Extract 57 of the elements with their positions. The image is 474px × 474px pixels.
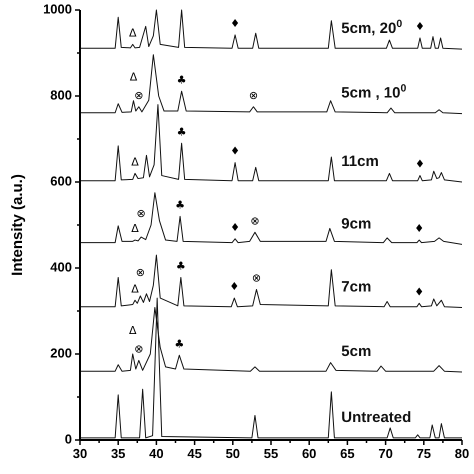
x-tick-label: 35	[110, 446, 126, 461]
y-tick-label: 800	[50, 87, 72, 102]
series-label: 5cm	[341, 343, 372, 360]
annotation: ♣	[174, 337, 184, 350]
annotation: ♣	[176, 73, 187, 86]
annotation: ⊗	[134, 342, 144, 356]
x-tick-label: 60	[302, 446, 316, 461]
annotation: Δ	[131, 222, 140, 236]
annotation: ♦	[415, 158, 425, 171]
annotation: Δ	[131, 155, 140, 168]
line-series	[80, 298, 462, 438]
annotation: ♦	[415, 20, 425, 33]
x-tick-label: 50	[226, 446, 240, 461]
annotation: ♦	[414, 285, 424, 298]
annotation: ♦	[230, 144, 240, 158]
annotation: ♦	[230, 220, 240, 234]
annotation: ♦	[414, 222, 424, 236]
annotation: ♣	[176, 125, 187, 138]
line-series	[80, 254, 462, 308]
annotation: ♦	[230, 16, 240, 30]
line-series	[80, 104, 462, 182]
annotation: ⊗	[248, 88, 258, 102]
y-tick-label: 1000	[43, 1, 72, 16]
annotation: ⊗	[136, 207, 146, 220]
series-label: 11cm	[341, 153, 379, 170]
annotation: Δ	[128, 26, 137, 40]
x-tick-label: 30	[72, 446, 88, 461]
x-tick-label: 75	[416, 446, 432, 461]
line-series	[80, 54, 462, 114]
x-tick-label: 55	[264, 446, 278, 461]
annotation: Δ	[131, 282, 140, 296]
annotation: Δ	[130, 70, 138, 84]
annotation: ⊗	[134, 88, 144, 102]
annotation: ♣	[175, 198, 186, 212]
annotation: ♦	[229, 280, 240, 294]
series-label: Untreated	[341, 408, 412, 426]
x-tick-label: 80	[454, 446, 470, 461]
x-tick-label: 45	[187, 446, 202, 461]
series-label: 5cm , 10$^{0}$	[341, 82, 407, 102]
annotation: ⊗	[252, 272, 262, 285]
annotation: ⊗	[136, 266, 145, 279]
y-tick-label: 0	[64, 431, 72, 446]
annotation: Δ	[128, 324, 137, 338]
series-label: 9cm	[341, 215, 372, 232]
x-tick-label: 70	[378, 446, 393, 461]
annotation: ⊗	[250, 214, 260, 228]
y-tick-label: 200	[50, 345, 72, 360]
line-series	[80, 192, 462, 245]
x-tick-label: 65	[340, 446, 355, 461]
y-tick-label: 400	[50, 259, 72, 274]
y-axis-title: Intensity (a.u.)	[9, 174, 26, 276]
line-series	[80, 10, 462, 50]
series-label: 7cm	[341, 278, 372, 296]
y-tick-label: 600	[50, 173, 72, 188]
series-label: 5cm, 20$^{0}$	[341, 18, 402, 38]
annotation: ♣	[176, 259, 186, 272]
x-tick-label: 40	[149, 446, 164, 461]
